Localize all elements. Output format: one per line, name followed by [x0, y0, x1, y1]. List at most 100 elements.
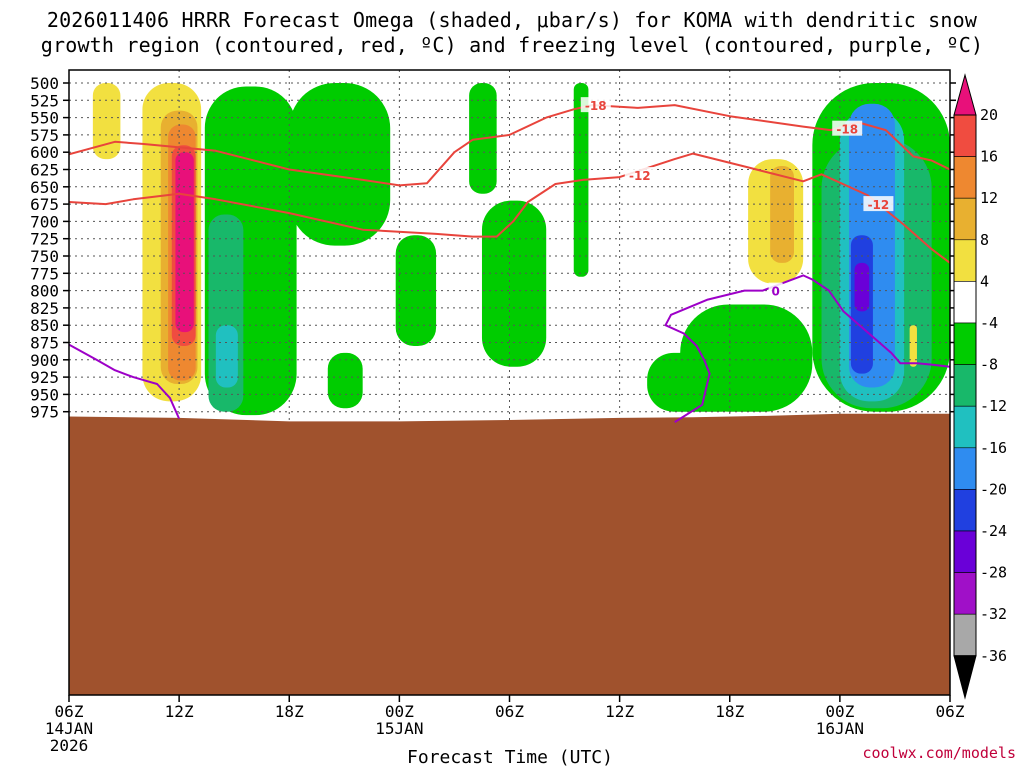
colorbar-segment [953, 114, 977, 157]
y-tick-label: 875 [30, 334, 59, 353]
y-tick-label: 800 [30, 282, 59, 301]
colorbar-label: 4 [980, 272, 989, 290]
x-tick-label: 06Z [55, 702, 84, 721]
colorbar: 20 16 12 8 4 -4 -8 -12 -16 -20 -24 -28 -32 -36 [953, 73, 1007, 700]
omega-region-green-patch-925 [327, 352, 363, 409]
colorbar-label: -4 [980, 314, 998, 332]
x-tick-label: 00Z [385, 702, 414, 721]
x-tick-label: 12Z [605, 702, 634, 721]
colorbar-label: 8 [980, 231, 989, 249]
contour-layer: -18 -18 -12 -12 0 [69, 97, 950, 423]
colorbar-label: 12 [980, 189, 998, 207]
colorbar-label: -20 [980, 480, 1007, 498]
y-tick-label: 975 [30, 403, 59, 422]
x-tick-label: 18Z [275, 702, 304, 721]
colorbar-bottom-arrow [953, 655, 977, 700]
colorbar-segment [953, 322, 977, 365]
omega-region-green-slab-00z [395, 235, 437, 346]
terrain-ground [69, 413, 950, 695]
colorbar-segment [953, 447, 977, 490]
site-credit: coolwx.com/models [862, 744, 1016, 762]
y-tick-label: 725 [30, 230, 59, 249]
colorbar-label: -32 [980, 605, 1007, 623]
x-tick-label: 18Z [715, 702, 744, 721]
omega-region-pos-column-magenta [175, 152, 194, 333]
x-tick-label: 00Z [825, 702, 854, 721]
colorbar-label: -28 [980, 564, 1007, 582]
y-tick-label: 900 [30, 351, 59, 370]
contour-label-bg [832, 120, 863, 136]
colorbar-segment [953, 613, 977, 657]
colorbar-label: -24 [980, 522, 1007, 540]
y-tick-label: 850 [30, 316, 59, 335]
contour-label: -12 [868, 198, 890, 212]
colorbar-label: -36 [980, 647, 1007, 665]
contour-label-bg [768, 282, 783, 298]
colorbar-label: -8 [980, 356, 998, 374]
colorbar-segment [953, 572, 977, 615]
contour-label: -12 [629, 169, 651, 183]
contour-minus-18-upper [69, 104, 950, 187]
colorbar-label: -16 [980, 439, 1007, 457]
contour-label-bg [624, 167, 655, 183]
omega-region-yellow-right-small [909, 325, 917, 367]
colorbar-segment [953, 239, 977, 282]
x-tick-label: 06Z [495, 702, 524, 721]
y-tick-label: 700 [30, 212, 59, 231]
y-tick-label: 575 [30, 126, 59, 145]
x-tick-label: 12Z [165, 702, 194, 721]
colorbar-label: 20 [980, 106, 998, 124]
x-tick-label: 06Z [936, 702, 965, 721]
omega-region-green-bottom-2 [680, 304, 813, 412]
colorbar-segment [953, 489, 977, 532]
y-tick-label: 825 [30, 299, 59, 318]
y-tick-label: 500 [30, 74, 59, 93]
colorbar-segment [953, 405, 977, 449]
colorbar-label: 16 [980, 148, 998, 166]
y-tick-label: 950 [30, 385, 59, 404]
y-tick-label: 550 [30, 109, 59, 128]
y-tick-label: 750 [30, 247, 59, 266]
x-axis-label: Forecast Time (UTC) [407, 747, 613, 768]
chart-title-line-2: growth region (contoured, red, ºC) and f… [40, 33, 984, 57]
x-tick-date: 14JAN [45, 719, 93, 738]
colorbar-segment [953, 156, 977, 199]
omega-shading-layer [92, 83, 950, 416]
y-tick-label: 625 [30, 161, 59, 180]
colorbar-segment [953, 197, 977, 241]
y-tick-label: 600 [30, 143, 59, 162]
omega-region-gold-18z [770, 166, 794, 263]
contour-zero-freezing-right [664, 274, 950, 423]
x-tick-date: 16JAN [816, 719, 864, 738]
y-tick-label: 675 [30, 195, 59, 214]
x-tick-date: 15JAN [375, 719, 423, 738]
omega-region-green-block-3 [481, 200, 547, 367]
omega-region-purple-right [854, 262, 870, 312]
contour-label-bg [863, 196, 894, 212]
contour-minus-12-lower [69, 152, 950, 264]
contour-zero-freezing [69, 343, 181, 420]
contour-label-bg [580, 97, 611, 113]
omega-region-green-block-2 [289, 83, 391, 246]
omega-region-cyan-block-1 [215, 325, 238, 388]
omega-region-yellow-early [92, 83, 121, 160]
contour-label: -18 [836, 123, 858, 137]
y-tick-label: 925 [30, 368, 59, 387]
terrain-layer [69, 413, 950, 695]
y-tick-label: 525 [30, 91, 59, 110]
contour-label: 0 [771, 285, 779, 299]
chart-title-line-1: 2026011406 HRRR Forecast Omega (shaded, … [46, 8, 978, 32]
contour-label: -18 [585, 99, 607, 113]
colorbar-frame [953, 114, 977, 657]
y-tick-label: 650 [30, 178, 59, 197]
x-tick-year: 2026 [50, 736, 89, 755]
colorbar-segment [953, 530, 977, 573]
colorbar-top-arrow [953, 73, 977, 116]
colorbar-segment [953, 281, 977, 324]
colorbar-segment [953, 364, 977, 407]
colorbar-label: -12 [980, 397, 1007, 415]
grid-layer [69, 70, 950, 695]
y-tick-label: 775 [30, 264, 59, 283]
